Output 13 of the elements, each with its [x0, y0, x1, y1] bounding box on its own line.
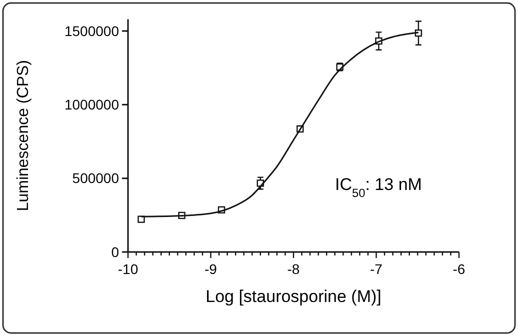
x-axis-title: Log [staurosporine (M)] — [206, 287, 382, 306]
x-tick-label: -8 — [287, 261, 300, 277]
y-tick-label: 500000 — [72, 170, 120, 186]
x-tick-label: -10 — [118, 261, 138, 277]
y-tick-label: 1500000 — [64, 22, 120, 39]
y-tick-label: 0 — [111, 244, 120, 260]
x-tick-label: -9 — [204, 261, 218, 277]
y-tick-label: 1000000 — [64, 96, 120, 113]
y-axis-title: Luminescence (CPS) — [15, 60, 32, 212]
x-tick-label: -7 — [370, 261, 383, 277]
point — [138, 216, 145, 223]
x-tick-label: -6 — [452, 261, 466, 277]
annotation: IC$_{50}$: 13 nM — [335, 175, 422, 200]
